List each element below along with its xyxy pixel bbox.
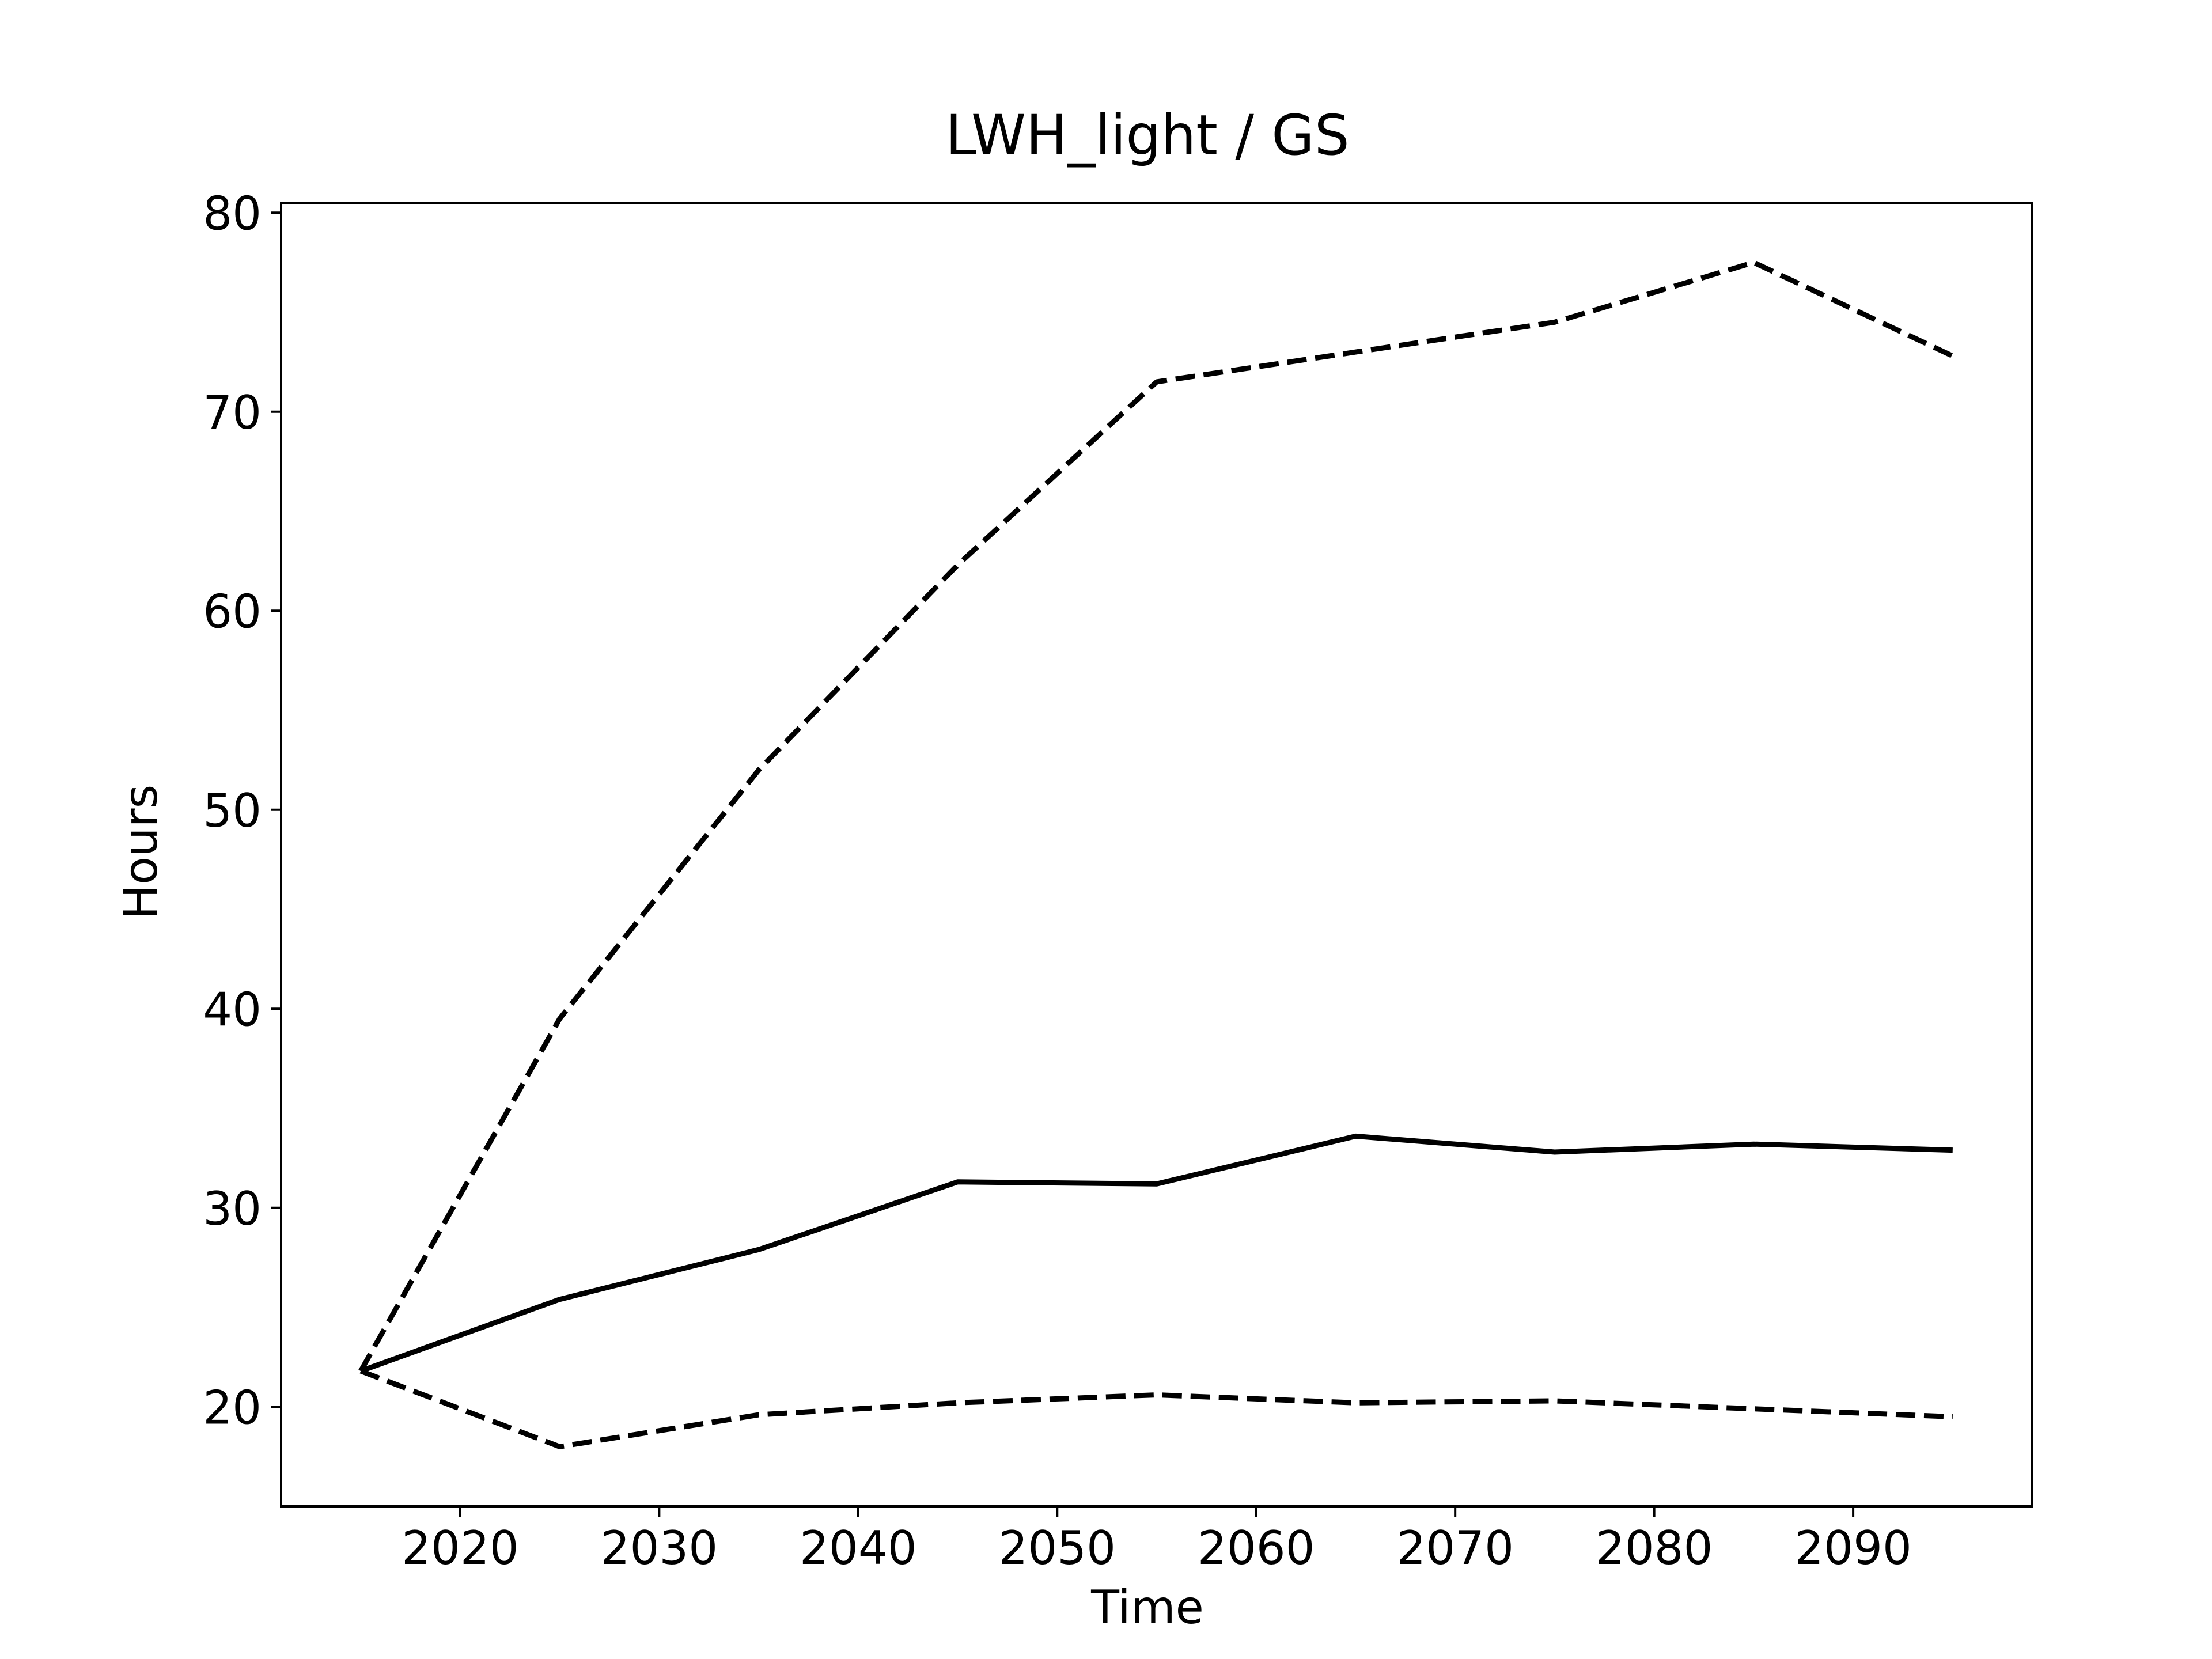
axes-frame <box>280 202 2033 1508</box>
series-line-solid <box>359 1133 1953 1374</box>
chart-title: LWH_light / GS <box>945 103 1349 168</box>
series-line-dashed-upper <box>358 260 1954 1373</box>
y-axis-label: Hours <box>114 785 168 919</box>
y-tick-label: 80 <box>203 187 262 240</box>
y-tick-label: 20 <box>203 1381 262 1434</box>
y-tick-label: 30 <box>203 1182 262 1236</box>
x-tick-label: 2040 <box>800 1521 917 1575</box>
x-tick-label: 2070 <box>1396 1521 1514 1575</box>
y-tick-label: 50 <box>203 784 262 838</box>
plot-area: 2020 2030 2040 2050 2060 2070 2080 209020304050… <box>203 187 2033 1575</box>
x-tick-label: 2050 <box>998 1521 1116 1575</box>
x-tick-label: 2030 <box>601 1521 718 1575</box>
series-line-dashed-lower <box>359 1368 1953 1449</box>
x-tick-label: 2060 <box>1198 1521 1315 1575</box>
x-tick-label: 2080 <box>1596 1521 1713 1575</box>
y-tick-label: 40 <box>203 983 262 1036</box>
x-tick-label: 2020 <box>402 1521 519 1575</box>
y-tick-label: 60 <box>203 585 262 638</box>
x-tick-label: 2090 <box>1794 1521 1912 1575</box>
y-tick-label: 70 <box>203 386 262 440</box>
x-axis-label: Time <box>1090 1581 1204 1634</box>
